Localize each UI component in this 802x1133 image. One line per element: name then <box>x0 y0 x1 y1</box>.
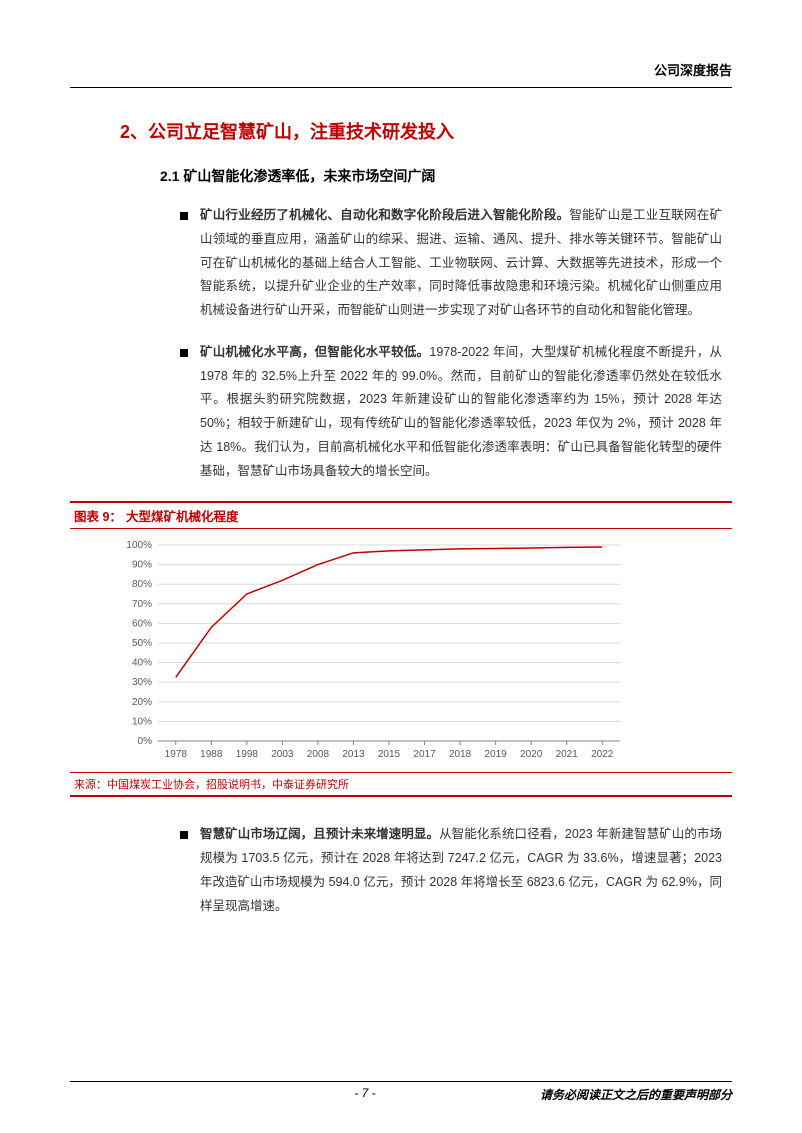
bullet-lead: 矿山行业经历了机械化、自动化和数字化阶段后进入智能化阶段。 <box>200 208 569 222</box>
svg-text:1988: 1988 <box>200 749 223 760</box>
bullet-lead: 矿山机械化水平高，但智能化水平较低。 <box>200 345 429 359</box>
bullet-item: 矿山行业经历了机械化、自动化和数字化阶段后进入智能化阶段。智能矿山是工业互联网在… <box>180 204 722 323</box>
section-heading: 2、公司立足智慧矿山，注重技术研发投入 <box>120 118 732 144</box>
bullet-marker-icon <box>180 831 188 839</box>
svg-text:2018: 2018 <box>449 749 472 760</box>
svg-text:1978: 1978 <box>165 749 188 760</box>
bullet-item: 智慧矿山市场辽阔，且预计未来增速明显。从智能化系统口径看，2023 年新建智慧矿… <box>180 823 722 918</box>
bullet-marker-icon <box>180 212 188 220</box>
chart-caption: 图表 9： 大型煤矿机械化程度 <box>70 501 732 529</box>
bullet-body: 1978-2022 年间，大型煤矿机械化程度不断提升，从 1978 年的 32.… <box>200 345 722 478</box>
svg-text:100%: 100% <box>126 540 152 551</box>
page-number: - 7 - <box>190 1086 540 1103</box>
svg-text:2020: 2020 <box>520 749 543 760</box>
svg-text:2015: 2015 <box>378 749 401 760</box>
chart-source-text: 中国煤炭工业协会，招股说明书，中泰证券研究所 <box>107 779 349 791</box>
svg-text:30%: 30% <box>132 677 152 688</box>
svg-text:2022: 2022 <box>591 749 614 760</box>
svg-text:2013: 2013 <box>342 749 365 760</box>
svg-text:2019: 2019 <box>484 749 507 760</box>
chart-container: 0% 10% 20% 30% 40% 50% 60% 70% 80% 90% 100% 1978 198… <box>70 529 732 772</box>
subsection-heading: 2.1 矿山智能化渗透率低，未来市场空间广阔 <box>160 166 732 186</box>
mechanization-line-chart: 0% 10% 20% 30% 40% 50% 60% 70% 80% 90% 100% 1978 198… <box>110 535 630 765</box>
svg-text:20%: 20% <box>132 697 152 708</box>
svg-text:40%: 40% <box>132 658 152 669</box>
svg-text:2008: 2008 <box>307 749 330 760</box>
chart-source-label: 来源： <box>74 779 107 791</box>
bullet-text: 矿山机械化水平高，但智能化水平较低。1978-2022 年间，大型煤矿机械化程度… <box>200 341 722 484</box>
svg-text:80%: 80% <box>132 579 152 590</box>
page-footer: - 7 - 请务必阅读正文之后的重要声明部分 <box>70 1081 732 1103</box>
svg-text:90%: 90% <box>132 560 152 571</box>
doc-type: 公司深度报告 <box>70 60 732 79</box>
bullet-lead: 智慧矿山市场辽阔，且预计未来增速明显。 <box>200 827 439 841</box>
svg-text:2021: 2021 <box>556 749 579 760</box>
svg-text:1998: 1998 <box>236 749 259 760</box>
bullet-item: 矿山机械化水平高，但智能化水平较低。1978-2022 年间，大型煤矿机械化程度… <box>180 341 722 484</box>
svg-text:70%: 70% <box>132 599 152 610</box>
chart-caption-title: 大型煤矿机械化程度 <box>126 506 239 525</box>
footer-divider <box>70 1081 732 1082</box>
svg-text:10%: 10% <box>132 717 152 728</box>
svg-text:2017: 2017 <box>413 749 436 760</box>
bullet-text: 矿山行业经历了机械化、自动化和数字化阶段后进入智能化阶段。智能矿山是工业互联网在… <box>200 204 722 323</box>
bullet-marker-icon <box>180 349 188 357</box>
chart-caption-label: 图表 9： <box>74 506 122 525</box>
svg-text:60%: 60% <box>132 619 152 630</box>
header-divider <box>70 87 732 88</box>
svg-text:50%: 50% <box>132 638 152 649</box>
bullet-body: 智能矿山是工业互联网在矿山领域的垂直应用，涵盖矿山的综采、掘进、运输、通风、提升… <box>200 208 722 317</box>
svg-text:0%: 0% <box>138 736 153 747</box>
svg-text:2003: 2003 <box>271 749 294 760</box>
footer-disclaimer: 请务必阅读正文之后的重要声明部分 <box>540 1086 732 1103</box>
bullet-text: 智慧矿山市场辽阔，且预计未来增速明显。从智能化系统口径看，2023 年新建智慧矿… <box>200 823 722 918</box>
chart-source: 来源：中国煤炭工业协会，招股说明书，中泰证券研究所 <box>70 772 732 797</box>
